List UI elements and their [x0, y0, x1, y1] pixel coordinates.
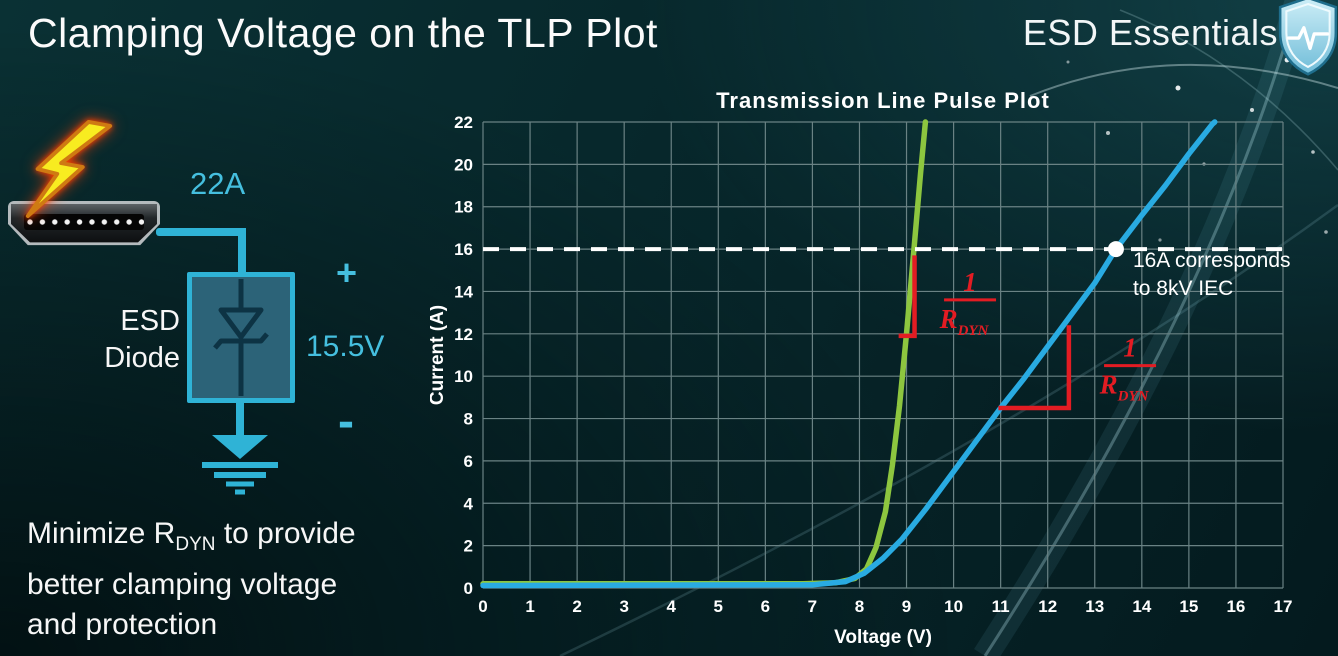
x-tick-label: 6 [761, 597, 770, 616]
tlp-chart: 0 1 2 3 4 5 6 7 8 9 10 11 12 13 14 15 16 1702468101214161… [430, 88, 1293, 648]
takeaway-line1: Minimize RDYN to provide [27, 514, 356, 565]
device-label-line2: Diode [104, 342, 180, 374]
x-tick-label: 17 [1274, 597, 1293, 616]
x-tick-label: 1 [525, 597, 534, 616]
y-tick-label: 22 [454, 113, 473, 132]
y-tick-label: 8 [464, 410, 473, 429]
chart-title: Transmission Line Pulse Plot [716, 88, 1050, 113]
x-tick-label: 5 [714, 597, 723, 616]
x-tick-label: 2 [572, 597, 581, 616]
rdyn-slope-bracket [898, 255, 917, 339]
x-tick-label: 8 [855, 597, 864, 616]
curve-blue-curve [480, 119, 1218, 589]
hdmi-connector-pins [24, 214, 144, 230]
x-tick-label: 15 [1179, 597, 1198, 616]
y-tick-label: 18 [454, 198, 473, 217]
polarity-minus-label: - [338, 395, 354, 448]
x-tick-label: 9 [902, 597, 911, 616]
x-axis-label: Voltage (V) [834, 627, 932, 648]
y-tick-label: 2 [464, 537, 473, 556]
x-tick-label: 7 [808, 597, 817, 616]
esd-diode-box [187, 272, 295, 403]
rdyn-fraction-numerator: 1 [963, 267, 977, 297]
wire-horizontal [156, 228, 246, 236]
y-tick-label: 12 [454, 325, 473, 344]
x-tick-label: 3 [619, 597, 628, 616]
reference-marker-dot [1107, 241, 1124, 258]
y-tick-label: 14 [454, 282, 473, 301]
reference-label-line1: 16A corresponds [1133, 249, 1291, 272]
rdyn-fraction-numerator: 1 [1123, 333, 1137, 363]
brand-name: ESD Essentials [1022, 12, 1278, 53]
x-tick-label: 11 [992, 597, 1010, 616]
x-tick-label: 12 [1038, 597, 1057, 616]
takeaway-line1-prefix: Minimize R [27, 517, 176, 550]
brand: ESD Essentials [1023, 12, 1278, 54]
y-tick-label: 10 [454, 367, 473, 386]
takeaway-line1-suffix: to provide [215, 517, 356, 550]
esd-strike-lightning-icon [25, 120, 113, 218]
surge-current-label: 22A [190, 166, 246, 201]
x-tick-label: 14 [1132, 597, 1151, 616]
rdyn-fraction-denominator: RDYN [1099, 370, 1150, 405]
polarity-plus-label: + [336, 252, 358, 293]
x-tick-label: 0 [478, 597, 487, 616]
reference-label-line2: to 8kV IEC [1133, 277, 1233, 300]
takeaway-text: Minimize RDYN to provide better clamping… [27, 514, 356, 645]
y-tick-label: 0 [464, 579, 473, 598]
x-tick-label: 13 [1085, 597, 1104, 616]
ground-symbol-icon [202, 401, 278, 495]
rdyn-slope-bracket [998, 325, 1072, 411]
y-tick-label: 20 [454, 155, 473, 174]
takeaway-line2: better clamping voltage [27, 568, 338, 601]
clamp-voltage-label: 15.5V [306, 330, 385, 363]
rdyn-fraction-denominator: RDYN [939, 304, 990, 339]
device-label-line1: ESD [120, 305, 180, 337]
tvs-diode-symbol-icon [213, 279, 269, 396]
device-label: ESD Diode [88, 303, 180, 377]
slide-title: Clamping Voltage on the TLP Plot [28, 10, 658, 56]
x-tick-label: 10 [944, 597, 963, 616]
y-axis-label: Current (A) [430, 305, 448, 405]
x-tick-label: 4 [667, 597, 677, 616]
y-tick-label: 4 [464, 494, 474, 513]
takeaway-line1-subscript: DYN [175, 534, 216, 555]
shield-pulse-icon [1278, 0, 1338, 76]
y-tick-label: 6 [464, 452, 473, 471]
x-tick-label: 16 [1226, 597, 1245, 616]
takeaway-line3: and protection [27, 608, 218, 641]
y-tick-label: 16 [454, 240, 473, 259]
wire-vertical [238, 228, 246, 276]
